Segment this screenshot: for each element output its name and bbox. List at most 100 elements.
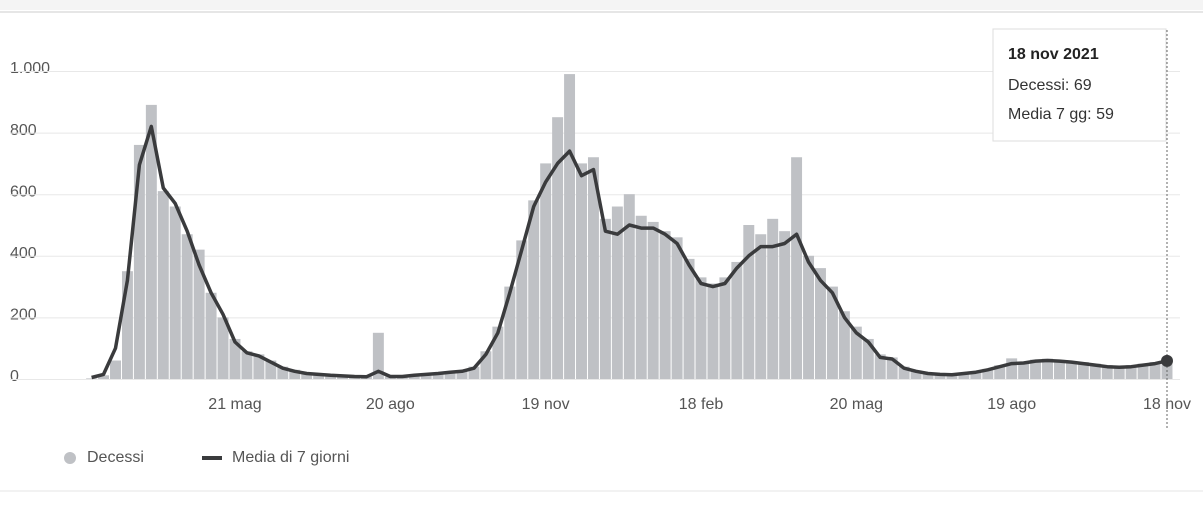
bar <box>755 234 767 379</box>
bar <box>970 371 982 379</box>
x-tick-label: 21 mag <box>208 396 261 413</box>
top-shade <box>0 0 1203 10</box>
bar <box>922 372 934 379</box>
bar <box>1101 365 1113 379</box>
bar <box>301 372 313 379</box>
bar <box>1006 358 1018 379</box>
legend: Decessi Media di 7 giorni <box>64 449 349 466</box>
bar <box>552 117 564 379</box>
bar <box>217 317 229 379</box>
bar <box>253 354 265 379</box>
bar <box>659 231 671 379</box>
bar <box>528 200 540 379</box>
x-tick-label: 20 ago <box>366 396 415 413</box>
bar <box>683 258 695 379</box>
grid: 0 200 400 600 800 1.000 21 mag 20 ago 19 nov 18 f… <box>10 60 1191 413</box>
bar <box>169 206 181 379</box>
bar <box>504 286 516 379</box>
legend-swatch <box>64 452 76 464</box>
bar <box>1125 365 1137 379</box>
y-tick-label: 800 <box>10 122 37 139</box>
bar <box>540 163 552 379</box>
bar <box>1030 359 1042 379</box>
x-tick-label: 18 feb <box>679 396 724 413</box>
bar <box>1113 366 1125 379</box>
bar <box>289 369 301 379</box>
y-tick-label: 600 <box>10 183 37 200</box>
bar <box>420 374 432 379</box>
x-tick-label: 20 mag <box>830 396 883 413</box>
bar <box>958 372 970 379</box>
bar <box>946 374 958 379</box>
bar <box>325 375 337 379</box>
bar <box>767 218 779 379</box>
tooltip-label: Decessi: <box>1008 77 1069 94</box>
bar <box>707 283 719 379</box>
average-line <box>91 124 1168 380</box>
bar <box>492 326 504 379</box>
bar <box>815 268 826 379</box>
bar <box>564 74 576 379</box>
bar <box>599 218 611 379</box>
bar <box>193 249 205 379</box>
tooltip-line: Decessi: 69 <box>1008 77 1092 94</box>
bar <box>982 368 994 379</box>
bar <box>456 370 468 379</box>
x-tick-label: 19 ago <box>987 396 1036 413</box>
bar <box>372 332 384 379</box>
tooltip-title: 18 nov 2021 <box>1008 46 1099 63</box>
bar <box>695 277 707 379</box>
bar <box>743 225 755 379</box>
x-tick-label: 18 nov <box>1143 396 1191 413</box>
tooltip-box <box>992 28 1167 142</box>
bar <box>647 221 659 379</box>
y-tick-label: 400 <box>10 245 37 262</box>
bar <box>1149 362 1161 379</box>
bar <box>86 378 98 379</box>
bar <box>1089 363 1101 379</box>
lines <box>91 30 1173 430</box>
bar <box>241 351 253 379</box>
bar <box>229 338 241 379</box>
bar <box>313 374 325 379</box>
bar <box>98 375 110 379</box>
bar <box>1077 362 1089 379</box>
bar <box>874 354 886 379</box>
bar <box>277 366 289 379</box>
tooltip-line: Media 7 gg: 59 <box>1008 106 1114 123</box>
tooltip-label: Media 7 gg: <box>1008 106 1092 123</box>
hover-point <box>1161 354 1173 367</box>
legend-label: Media di 7 giorni <box>232 449 349 466</box>
bar <box>671 237 683 379</box>
bar <box>791 157 803 379</box>
y-tick-label: 200 <box>10 307 37 324</box>
tooltip-value: 69 <box>1074 77 1092 94</box>
legend-label: Decessi <box>87 449 144 466</box>
bar <box>731 261 743 379</box>
bar <box>611 206 623 379</box>
bar <box>587 157 599 379</box>
bar <box>145 104 157 379</box>
bar <box>1137 363 1149 379</box>
bar <box>1161 357 1173 379</box>
tooltip-value: 59 <box>1096 106 1114 123</box>
bar <box>910 370 922 379</box>
bar <box>576 163 587 379</box>
x-tick-label: 19 nov <box>522 396 570 413</box>
bar <box>934 374 946 379</box>
bar <box>121 271 133 379</box>
bar <box>719 277 731 379</box>
bar <box>432 372 444 379</box>
bar <box>803 255 815 379</box>
y-tick-label: 0 <box>10 368 19 385</box>
bar <box>862 338 874 379</box>
bar <box>635 215 647 379</box>
bar <box>205 292 217 379</box>
bar <box>181 234 193 379</box>
bar <box>994 365 1006 379</box>
bar <box>850 326 862 379</box>
y-tick-label: 1.000 <box>10 60 50 77</box>
bar <box>1053 359 1065 379</box>
bar <box>1018 362 1030 379</box>
